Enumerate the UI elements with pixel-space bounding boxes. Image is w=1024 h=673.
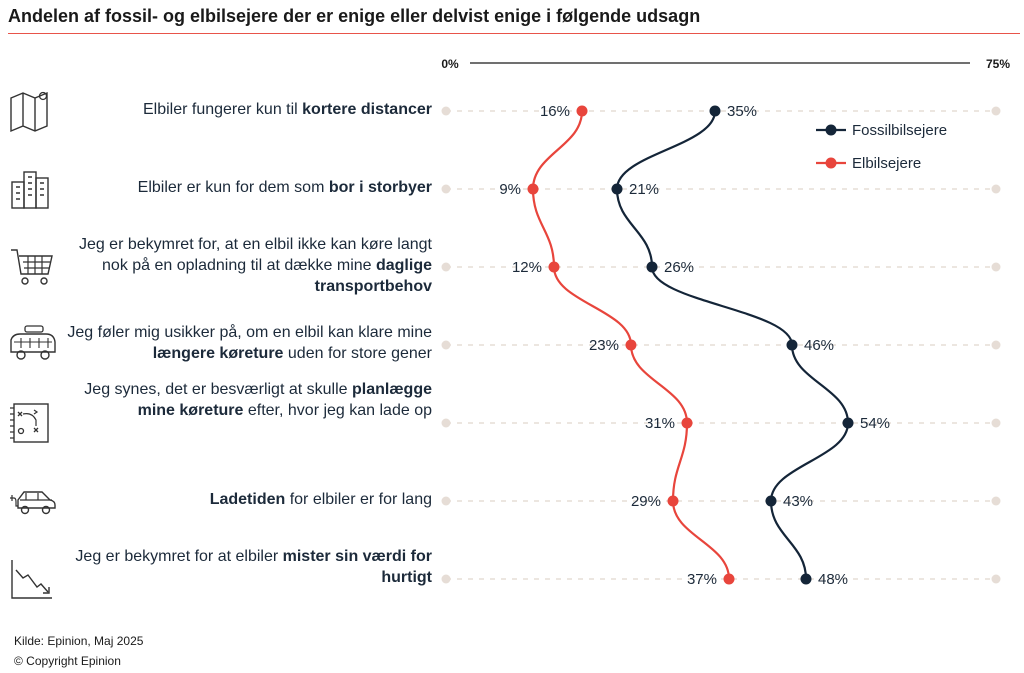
source-note: Kilde: Epinion, Maj 2025: [14, 634, 144, 648]
fossil-point: [786, 339, 798, 351]
statement-text: Jeg er bekymret for at elbiler: [75, 548, 283, 565]
axis-tick-label: 0%: [441, 57, 459, 71]
row-end-dot: [441, 262, 451, 272]
fossil-point: [765, 495, 777, 507]
statement-bold-text: planlægge mine køreture: [137, 381, 432, 419]
chart-plot: 0% 75% 35% 21% 26% 46% 54% 43% 48% 16% 9% 12% 23% 31%…: [441, 57, 1010, 588]
row-end-dot: [441, 496, 451, 506]
el-value-label: 31%: [645, 415, 675, 432]
el-value-label: 29%: [631, 493, 661, 510]
axis-tick-label: 75%: [986, 57, 1010, 71]
fossil-value-label: 43%: [783, 493, 813, 510]
el-value-label: 12%: [512, 259, 542, 276]
row-end-dot: [991, 106, 1001, 116]
fossil-value-label: 54%: [860, 415, 890, 432]
el-point: [723, 573, 735, 585]
fossil-point: [611, 183, 623, 195]
legend-swatch-dot: [825, 124, 837, 136]
row-end-dot: [991, 496, 1001, 506]
statement-text: Elbiler er kun for dem som: [137, 179, 329, 196]
chart-title: Andelen af fossil- og elbilsejere der er…: [8, 6, 701, 26]
van-icon: [8, 322, 58, 368]
copyright-note: © Copyright Epinion: [14, 654, 121, 668]
el-value-label: 16%: [540, 103, 570, 120]
statement-label: Elbiler er kun for dem som bor i storbye…: [62, 177, 432, 198]
row-end-dot: [991, 418, 1001, 428]
row-end-dot: [991, 262, 1001, 272]
city-buildings-icon: [8, 166, 58, 212]
statement-bold-text: længere køreture: [152, 345, 284, 362]
statement-label: Jeg synes, det er besværligt at skulle p…: [62, 379, 432, 421]
map-icon: [8, 88, 58, 134]
title-divider: [8, 33, 1020, 34]
statement-text: uden for store gener: [283, 345, 432, 362]
fossil-value-label: 46%: [804, 337, 834, 354]
el-point: [576, 105, 588, 117]
statement-label: Jeg føler mig usikker på, om en elbil ka…: [62, 322, 432, 364]
fossil-value-label: 21%: [629, 181, 659, 198]
statement-bold-text: daglige transportbehov: [314, 257, 432, 295]
declining-chart-icon: [8, 556, 58, 602]
legend-label: Elbilsejere: [852, 155, 921, 172]
statement-label: Jeg er bekymret for at elbiler mister si…: [62, 546, 432, 588]
strategy-board-icon: [8, 400, 58, 446]
legend-label: Fossilbilsejere: [852, 122, 947, 139]
legend-swatch-dot: [825, 157, 837, 169]
row-end-dot: [991, 574, 1001, 584]
el-value-label: 9%: [499, 181, 521, 198]
row-end-dot: [441, 106, 451, 116]
statement-text: Jeg er bekymret for, at en elbil ikke ka…: [78, 236, 432, 274]
row-end-dot: [441, 340, 451, 350]
shopping-cart-icon: [8, 244, 58, 290]
fossil-value-label: 26%: [664, 259, 694, 276]
statement-bold-text: Ladetiden: [209, 491, 286, 508]
fossil-value-label: 35%: [727, 103, 757, 120]
el-value-label: 23%: [589, 337, 619, 354]
row-end-dot: [991, 340, 1001, 350]
fossil-point: [646, 261, 658, 273]
fossil-value-label: 48%: [818, 571, 848, 588]
statement-text: Jeg føler mig usikker på, om en elbil ka…: [67, 324, 432, 341]
statement-text: for elbiler er for lang: [285, 491, 432, 508]
statement-bold-text: mister sin værdi for hurtigt: [282, 548, 432, 586]
statement-text: efter, hvor jeg kan lade op: [243, 402, 432, 419]
row-end-dot: [441, 418, 451, 428]
statement-label: Elbiler fungerer kun til kortere distanc…: [62, 99, 432, 120]
statement-text: Elbiler fungerer kun til: [142, 101, 303, 118]
el-value-label: 37%: [687, 571, 717, 588]
statement-bold-text: bor i storbyer: [328, 179, 432, 196]
row-end-dot: [441, 184, 451, 194]
statement-bold-text: kortere distancer: [302, 101, 432, 118]
el-point: [548, 261, 560, 273]
el-point: [681, 417, 693, 429]
el-point: [625, 339, 637, 351]
statement-label: Jeg er bekymret for, at en elbil ikke ka…: [62, 234, 432, 297]
statement-label: Ladetiden for elbiler er for lang: [62, 489, 432, 510]
electric-car-icon: [8, 478, 58, 524]
el-point: [667, 495, 679, 507]
el-point: [527, 183, 539, 195]
fossil-point: [709, 105, 721, 117]
row-end-dot: [441, 574, 451, 584]
statement-text: Jeg synes, det er besværligt at skulle: [84, 381, 352, 398]
fossil-point: [842, 417, 854, 429]
fossil-point: [800, 573, 812, 585]
row-end-dot: [991, 184, 1001, 194]
